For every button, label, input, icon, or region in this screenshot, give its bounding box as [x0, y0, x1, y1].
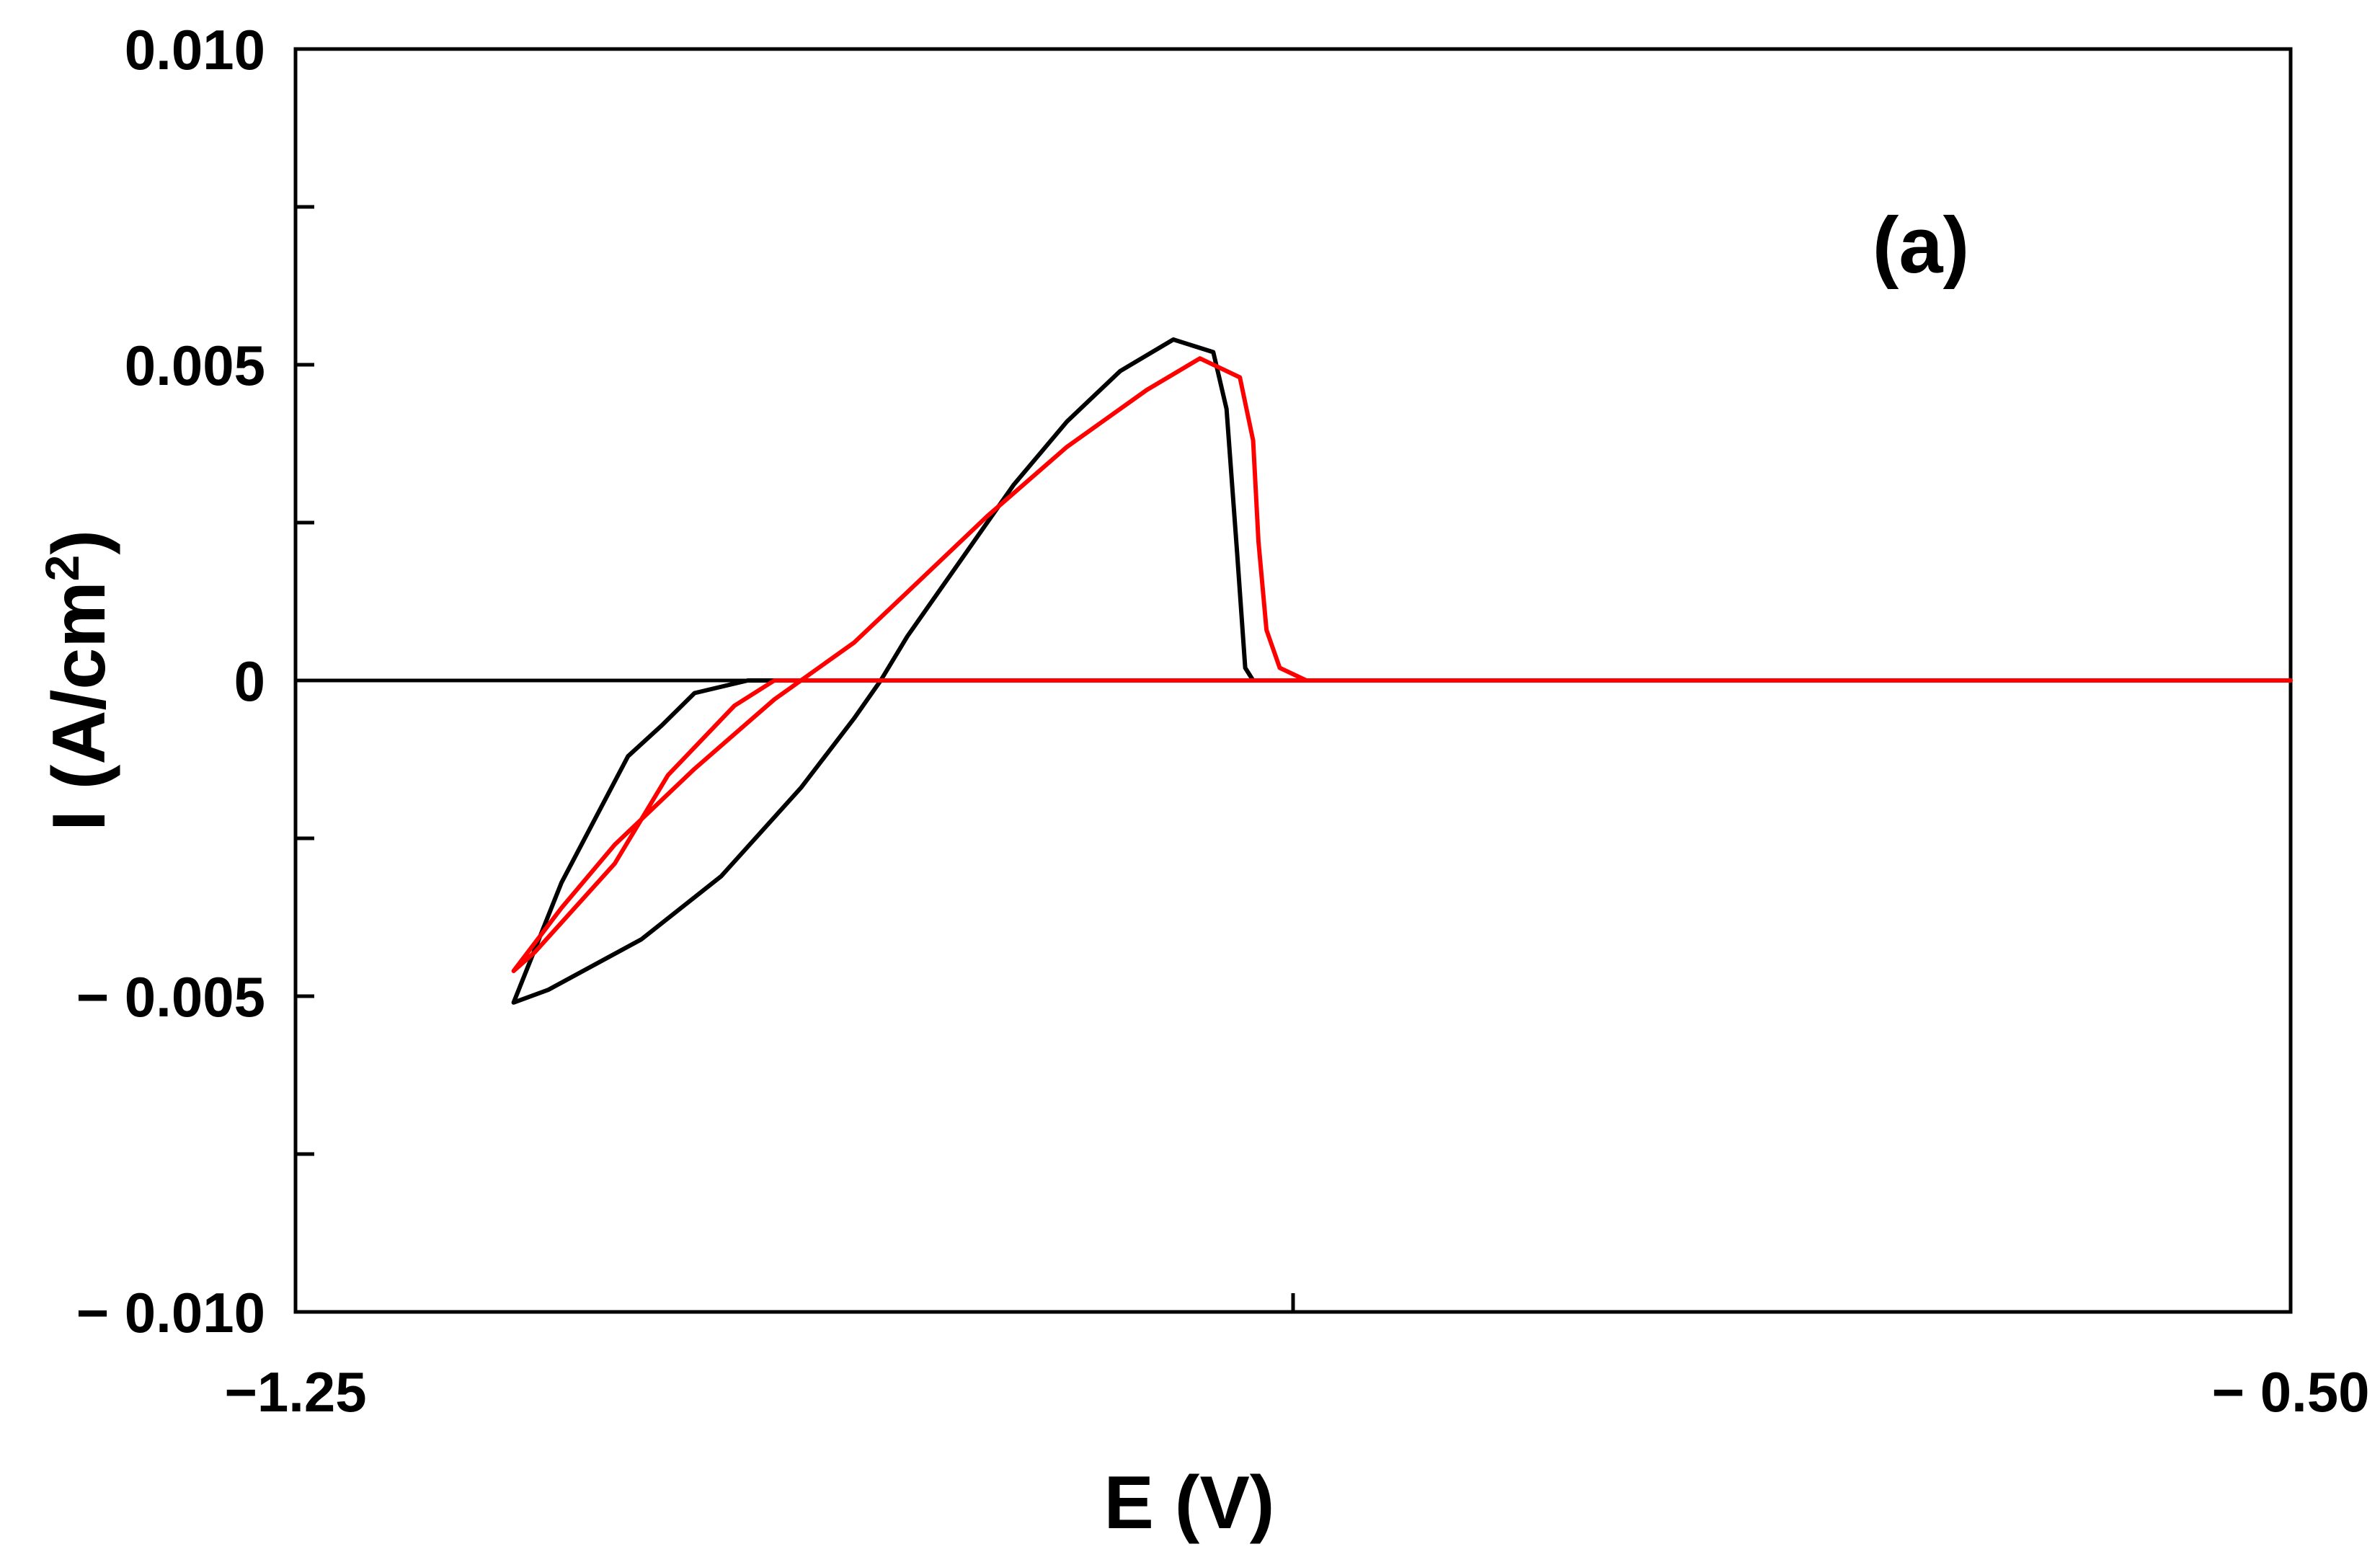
y-tick-label: − 0.010 [76, 1281, 265, 1344]
y-axis-ticks: 0.010 0.005 0 − 0.005 − 0.010 [76, 18, 314, 1344]
series-layer [511, 337, 2293, 1005]
x-axis-ticks: −1.25 − 0.50 [224, 1293, 2370, 1424]
y-tick-label: 0 [234, 649, 265, 713]
annotation-label: (a) [1873, 201, 1969, 290]
y-axis-label: I (A/cm2) [35, 530, 121, 831]
x-tick-label: −1.25 [224, 1360, 366, 1424]
y-tick-label: 0.010 [125, 18, 265, 81]
x-tick-label: − 0.50 [2211, 1360, 2369, 1424]
y-axis-label-main: I (A/cm [37, 581, 121, 831]
plot-area: 0.010 0.005 0 − 0.005 − 0.010 −1.25 − 0.50 [76, 18, 2370, 1424]
y-axis-label-superscript: 2 [35, 555, 89, 582]
x-axis-label: E (V) [1104, 1461, 1275, 1545]
y-tick-label: − 0.005 [76, 965, 265, 1029]
y-tick-label: 0.005 [125, 334, 265, 397]
series-line-1 [511, 337, 2293, 1005]
series-line-2 [511, 356, 2293, 973]
y-axis-label-end: ) [37, 530, 121, 555]
